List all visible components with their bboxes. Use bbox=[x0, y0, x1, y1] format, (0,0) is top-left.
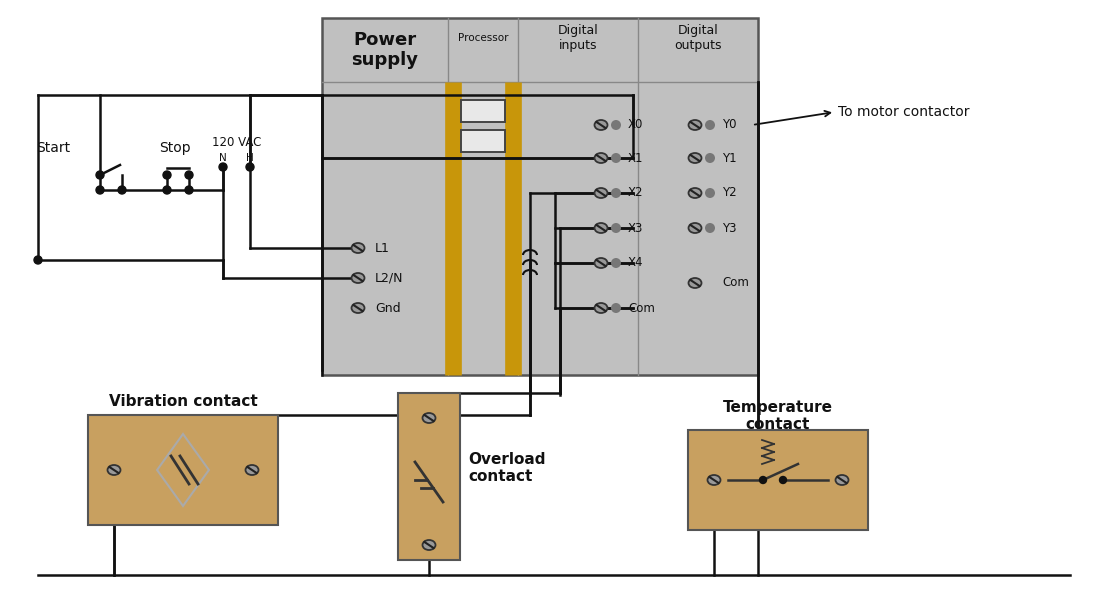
Ellipse shape bbox=[708, 475, 721, 485]
Circle shape bbox=[705, 153, 715, 163]
Circle shape bbox=[611, 258, 621, 268]
Circle shape bbox=[185, 186, 193, 194]
Text: L1: L1 bbox=[375, 242, 390, 254]
Bar bbox=[688, 430, 868, 530]
Text: X4: X4 bbox=[628, 257, 643, 270]
Text: Overload
contact: Overload contact bbox=[468, 452, 546, 484]
Circle shape bbox=[163, 186, 171, 194]
Circle shape bbox=[611, 303, 621, 313]
Ellipse shape bbox=[689, 153, 702, 163]
Text: Y0: Y0 bbox=[722, 118, 736, 131]
Text: X0: X0 bbox=[628, 118, 643, 131]
Ellipse shape bbox=[594, 223, 608, 233]
Text: 120 VAC: 120 VAC bbox=[212, 137, 262, 150]
Text: Stop: Stop bbox=[160, 141, 191, 155]
Text: X2: X2 bbox=[628, 187, 643, 200]
Circle shape bbox=[705, 120, 715, 130]
Text: Com: Com bbox=[628, 302, 655, 314]
Circle shape bbox=[163, 171, 171, 179]
Circle shape bbox=[34, 256, 42, 264]
Text: Com: Com bbox=[722, 276, 749, 289]
Ellipse shape bbox=[245, 465, 258, 475]
Circle shape bbox=[118, 186, 126, 194]
Circle shape bbox=[780, 476, 786, 484]
Text: X1: X1 bbox=[628, 151, 643, 165]
Circle shape bbox=[218, 163, 227, 171]
Bar bbox=[398, 393, 460, 560]
Text: N: N bbox=[220, 153, 227, 163]
Bar bbox=[461, 130, 505, 152]
Ellipse shape bbox=[423, 413, 436, 423]
Ellipse shape bbox=[594, 303, 608, 313]
Text: Temperature
contact: Temperature contact bbox=[723, 400, 833, 432]
Bar bbox=[461, 100, 505, 122]
Text: Y2: Y2 bbox=[722, 187, 736, 200]
Ellipse shape bbox=[689, 278, 702, 288]
Ellipse shape bbox=[352, 273, 365, 283]
Circle shape bbox=[96, 171, 104, 179]
Text: To motor contactor: To motor contactor bbox=[838, 105, 969, 119]
Text: Start: Start bbox=[35, 141, 70, 155]
Text: Y3: Y3 bbox=[722, 222, 736, 235]
Ellipse shape bbox=[352, 243, 365, 253]
Ellipse shape bbox=[423, 540, 436, 550]
Text: H: H bbox=[246, 153, 254, 163]
Circle shape bbox=[246, 163, 254, 171]
Circle shape bbox=[760, 476, 766, 484]
Circle shape bbox=[96, 186, 104, 194]
Circle shape bbox=[705, 188, 715, 198]
Ellipse shape bbox=[689, 188, 702, 198]
Text: Power
supply: Power supply bbox=[352, 31, 418, 69]
Text: Y1: Y1 bbox=[722, 151, 736, 165]
Bar bbox=[88, 415, 278, 525]
Circle shape bbox=[611, 153, 621, 163]
Ellipse shape bbox=[352, 303, 365, 313]
Ellipse shape bbox=[594, 188, 608, 198]
Ellipse shape bbox=[689, 120, 702, 130]
Circle shape bbox=[611, 120, 621, 130]
Ellipse shape bbox=[594, 120, 608, 130]
Ellipse shape bbox=[835, 475, 848, 485]
Circle shape bbox=[611, 223, 621, 233]
Ellipse shape bbox=[108, 465, 121, 475]
Circle shape bbox=[705, 223, 715, 233]
Circle shape bbox=[611, 188, 621, 198]
Text: Gnd: Gnd bbox=[375, 302, 400, 314]
Text: Processor: Processor bbox=[458, 33, 508, 43]
Bar bbox=[322, 18, 757, 375]
Ellipse shape bbox=[594, 153, 608, 163]
Text: Vibration contact: Vibration contact bbox=[109, 394, 257, 409]
Text: Digital
outputs: Digital outputs bbox=[674, 24, 722, 52]
Text: L2/N: L2/N bbox=[375, 271, 404, 285]
Circle shape bbox=[185, 171, 193, 179]
Ellipse shape bbox=[594, 258, 608, 268]
Text: Digital
inputs: Digital inputs bbox=[558, 24, 599, 52]
Text: X3: X3 bbox=[628, 222, 643, 235]
Ellipse shape bbox=[689, 223, 702, 233]
